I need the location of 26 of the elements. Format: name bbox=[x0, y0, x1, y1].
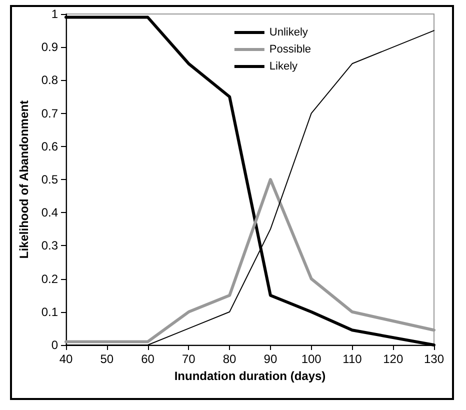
y-tick-label: 0.3 bbox=[41, 238, 58, 253]
legend-label: Likely bbox=[269, 60, 298, 72]
x-tick-label: 70 bbox=[182, 352, 196, 366]
y-tick-label: 0.7 bbox=[41, 106, 58, 120]
y-tick-label: 0 bbox=[51, 338, 58, 352]
y-tick-label: 0.1 bbox=[41, 304, 58, 319]
legend-label: Unlikely bbox=[269, 26, 308, 38]
y-tick-label: 0.9 bbox=[41, 40, 58, 54]
y-axis-title: Likelihood of Abandonment bbox=[17, 100, 31, 259]
legend-label: Possible bbox=[269, 44, 311, 56]
x-tick-label: 40 bbox=[59, 352, 73, 366]
y-tick-label: 0.4 bbox=[41, 206, 58, 220]
y-tick-label: 1 bbox=[51, 7, 58, 21]
y-tick-label: 0.5 bbox=[41, 172, 58, 186]
x-tick-label: 100 bbox=[301, 352, 322, 366]
y-tick-label: 0.2 bbox=[41, 272, 58, 286]
y-tick-label: 0.8 bbox=[41, 73, 58, 88]
x-tick-label: 60 bbox=[141, 352, 155, 366]
y-tick-label: 0.6 bbox=[41, 139, 58, 154]
x-axis-title: Inundation duration (days) bbox=[174, 368, 326, 383]
x-tick-label: 80 bbox=[222, 352, 237, 366]
x-tick-label: 90 bbox=[264, 352, 278, 366]
x-tick-label: 130 bbox=[424, 352, 444, 366]
x-tick-label: 110 bbox=[342, 352, 362, 366]
x-tick-label: 50 bbox=[100, 352, 114, 366]
x-tick-label: 120 bbox=[383, 352, 404, 366]
